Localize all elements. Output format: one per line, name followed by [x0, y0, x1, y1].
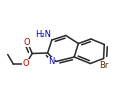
Text: H₂N: H₂N — [35, 30, 51, 38]
Text: O: O — [24, 38, 31, 46]
Text: O: O — [23, 60, 29, 68]
Text: Br: Br — [99, 62, 108, 70]
Text: N: N — [49, 57, 55, 66]
